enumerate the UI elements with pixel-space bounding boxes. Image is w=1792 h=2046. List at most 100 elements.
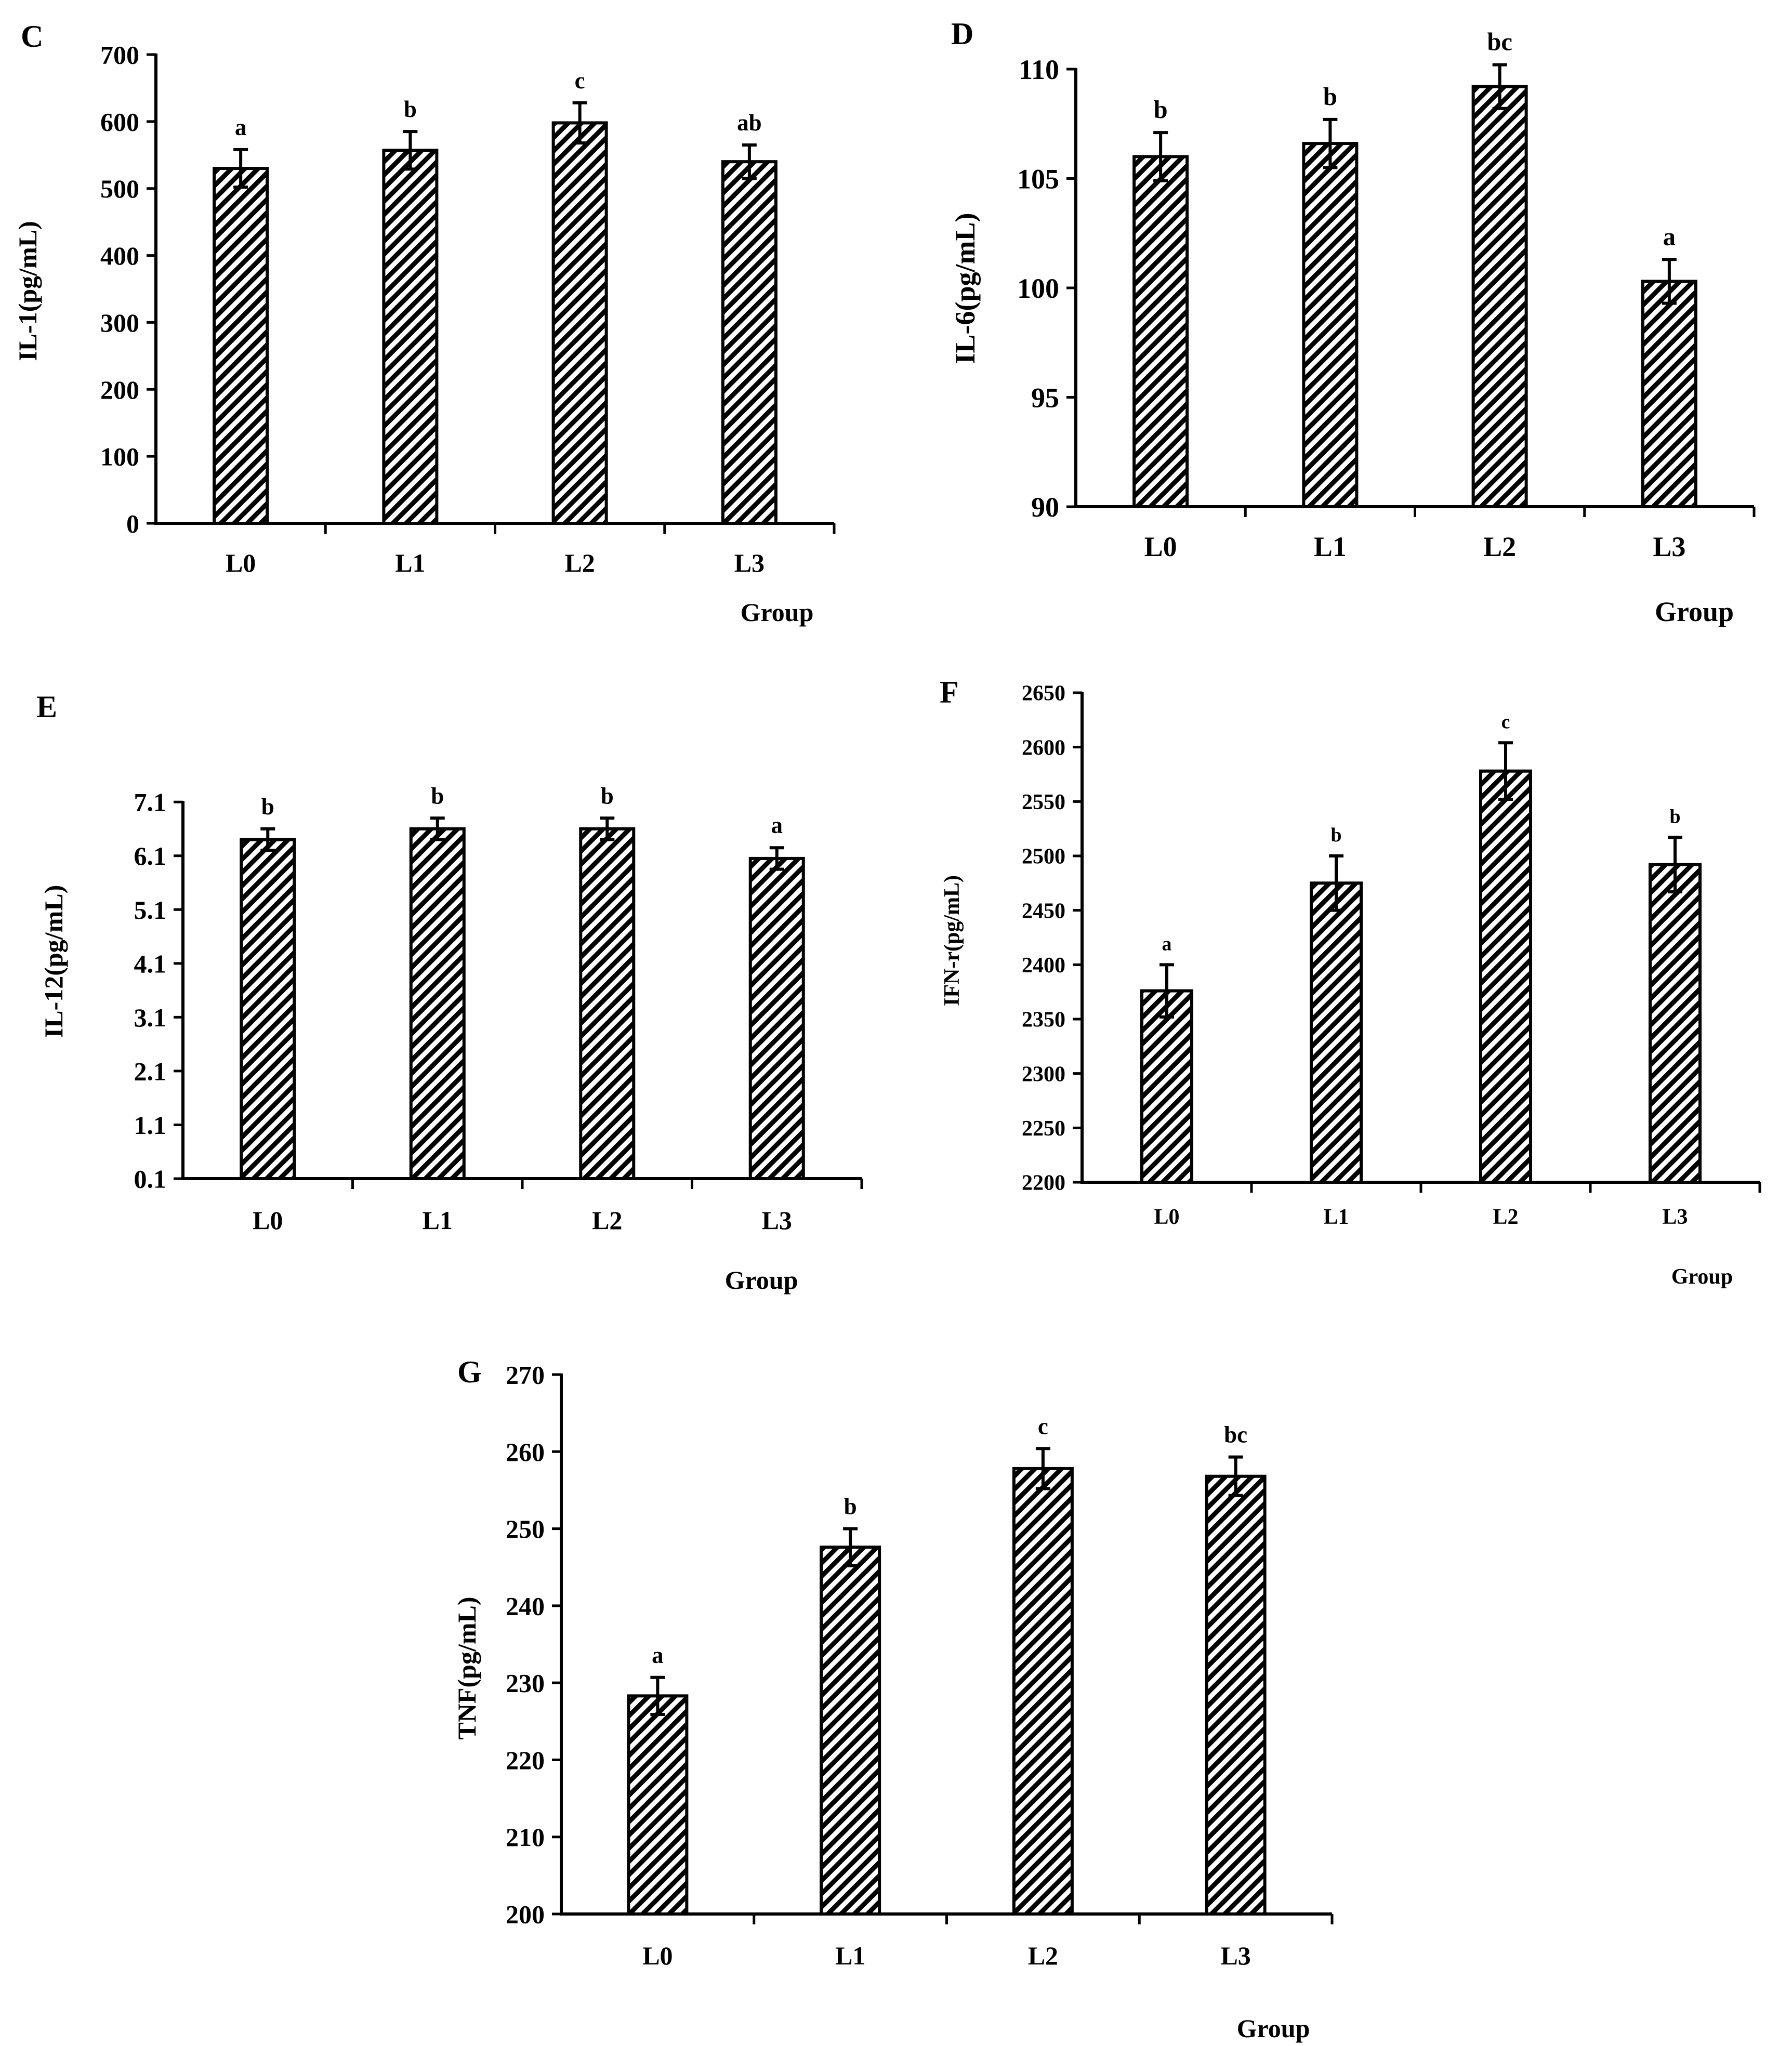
panel-label: D [951, 17, 973, 51]
bar-l0 [1140, 989, 1193, 1184]
x-axis-title: Group [725, 1265, 798, 1295]
x-tick-label: L0 [642, 1941, 673, 1970]
y-tick-label: 200 [100, 375, 139, 404]
significance-label: b [404, 96, 417, 122]
y-tick-label: 600 [100, 107, 139, 136]
y-tick-label: 90 [1031, 492, 1059, 523]
y-tick-label: 270 [506, 1361, 545, 1390]
x-tick-label: L0 [226, 548, 256, 577]
bar-l2 [579, 827, 636, 1180]
y-tick-label: 200 [506, 1900, 545, 1929]
y-tick-label: 240 [506, 1591, 545, 1620]
bar-l1 [820, 1546, 881, 1916]
significance-label: b [1669, 806, 1680, 827]
chart-panel-f: F 2200 2250 2300 2350 2400 2450 2500 2550 2600 265… [940, 675, 1761, 1289]
significance-label: c [1038, 1413, 1048, 1439]
bar-l1 [1302, 142, 1359, 508]
x-tick-label: L1 [395, 548, 425, 577]
x-tick-label: L3 [1220, 1941, 1250, 1970]
x-tick-label: L2 [1028, 1941, 1058, 1970]
x-tick-label: L1 [1323, 1205, 1349, 1229]
bar-l2 [1471, 85, 1528, 508]
y-tick-label: 700 [100, 41, 139, 70]
y-tick-label: 1.1 [134, 1111, 167, 1140]
y-tick-label: 300 [100, 308, 139, 337]
y-tick-label: 2250 [1022, 1117, 1065, 1141]
significance-label: a [652, 1642, 664, 1668]
y-tick-label: 2200 [1022, 1171, 1065, 1195]
y-tick-label: 220 [506, 1746, 545, 1775]
significance-label: bc [1487, 28, 1512, 56]
y-axis-title: IL-1(pg/mL) [13, 221, 42, 361]
y-tick-label: 3.1 [134, 1003, 167, 1032]
significance-label: b [1330, 824, 1341, 846]
y-tick-label: 0 [126, 509, 139, 538]
bar-l3 [1205, 1474, 1267, 1916]
bar-l0 [627, 1694, 689, 1916]
y-tick-label: 7.1 [134, 788, 167, 817]
x-tick-label: L2 [564, 548, 595, 577]
x-tick-label: L0 [1154, 1205, 1179, 1229]
x-tick-label: L3 [734, 548, 765, 577]
x-tick-label: L0 [1144, 531, 1177, 562]
y-tick-label: 100 [100, 442, 139, 471]
bar-l2 [1012, 1467, 1074, 1916]
x-axis-title: Group [741, 598, 814, 627]
y-tick-label: 5.1 [134, 895, 167, 925]
bar-l1 [382, 149, 439, 525]
significance-label: bc [1224, 1422, 1247, 1448]
chart-panel-g: G 200 210 220 230 240 250 260 270 a L0 b L1 c L2 bc L3 Gr… [452, 1355, 1334, 2043]
y-axis-title: IL-6(pg/mL) [950, 213, 981, 364]
panel-label: F [940, 675, 959, 709]
y-tick-label: 2550 [1022, 790, 1065, 814]
x-axis-title: Group [1671, 1265, 1733, 1289]
x-tick-label: L0 [253, 1206, 283, 1235]
x-tick-label: L3 [1653, 531, 1685, 562]
significance-label: b [431, 783, 444, 809]
x-tick-label: L1 [835, 1941, 865, 1970]
significance-label: c [575, 68, 585, 94]
x-tick-label: L2 [592, 1206, 622, 1235]
y-tick-label: 2500 [1022, 845, 1065, 869]
y-tick-label: 400 [100, 241, 139, 270]
y-tick-label: 500 [100, 174, 139, 203]
y-tick-label: 2.1 [134, 1057, 167, 1086]
y-tick-label: 2350 [1022, 1008, 1065, 1032]
significance-label: b [261, 794, 274, 820]
bar-l2 [1479, 769, 1532, 1184]
x-axis-title: Group [1237, 2014, 1310, 2043]
y-tick-label: 2400 [1022, 954, 1065, 978]
significance-label: b [601, 783, 614, 809]
panel-label: G [457, 1355, 482, 1389]
significance-label: ab [737, 110, 762, 136]
x-axis-title: Group [1655, 596, 1734, 627]
bar-l1 [409, 827, 466, 1180]
significance-label: b [1323, 83, 1337, 111]
y-axis-title: IFN-r(pg/mL) [940, 875, 964, 1006]
x-tick-label: L1 [423, 1206, 453, 1235]
y-tick-label: 2650 [1022, 682, 1065, 706]
y-tick-label: 2300 [1022, 1062, 1065, 1086]
y-tick-label: 100 [1017, 273, 1059, 304]
y-tick-label: 250 [506, 1514, 545, 1543]
y-tick-label: 2600 [1022, 736, 1065, 760]
x-tick-label: L1 [1314, 531, 1347, 562]
y-axis-title: TNF(pg/mL) [452, 1597, 481, 1740]
significance-label: a [235, 114, 247, 140]
bar-l0 [240, 838, 296, 1180]
y-tick-label: 105 [1017, 163, 1059, 194]
significance-label: a [1663, 222, 1676, 250]
chart-panel-c: C 0 100 200 300 400 500 600 700 a L0 b L1 c L2 ab L3 Grou… [13, 19, 836, 627]
significance-label: b [1154, 96, 1168, 124]
bar-l0 [1132, 155, 1189, 508]
x-tick-label: L2 [1483, 531, 1516, 562]
x-tick-label: L3 [762, 1206, 792, 1235]
bar-l2 [551, 121, 608, 525]
bar-l3 [1649, 863, 1702, 1184]
significance-label: a [1162, 933, 1172, 955]
y-tick-label: 0.1 [134, 1165, 167, 1194]
x-tick-label: L2 [1493, 1205, 1518, 1229]
y-tick-label: 4.1 [134, 949, 167, 978]
panel-label: C [21, 19, 43, 54]
